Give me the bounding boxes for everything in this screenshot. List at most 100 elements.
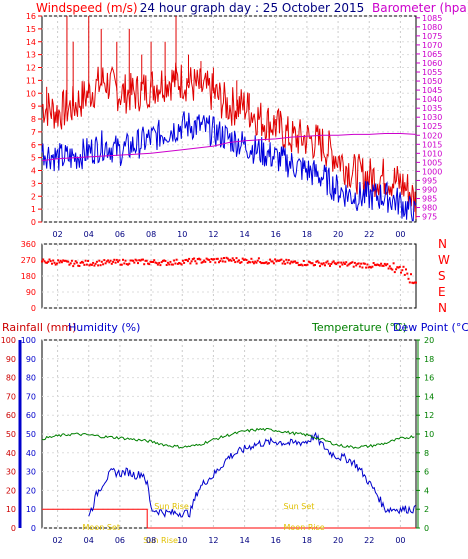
direction-point [205,257,208,260]
x-tick-label-bottom: 10 [177,536,187,545]
direction-point [203,259,206,262]
direction-point [260,262,263,265]
direction-point [93,264,96,267]
rain-tick-label: 20 [6,486,16,495]
direction-point [339,265,341,268]
direction-point [171,263,174,266]
direction-point [103,259,106,262]
direction-point [388,265,391,268]
wind-tick-label: 0 [31,218,36,227]
direction-point [336,261,339,264]
x-tick-label-top: 16 [271,230,281,239]
direction-point [139,259,142,262]
direction-point [114,261,117,264]
direction-point [348,262,351,265]
direction-point [191,258,194,261]
direction-point [104,262,107,265]
direction-point [301,264,304,267]
direction-point [407,277,410,280]
direction-point [46,261,48,264]
baro-tick-label: 1015 [422,140,442,149]
wind-tick-label: 16 [26,12,36,21]
humidity-tick-label: 10 [26,505,36,514]
direction-point [382,264,385,267]
direction-point [137,262,139,265]
direction-point [376,263,379,266]
direction-point [246,261,249,264]
direction-point [218,261,220,264]
direction-point [393,271,396,274]
direction-point [119,263,122,266]
wind-tick-label: 9 [31,102,36,111]
direction-point [130,259,133,262]
temperature-line [41,427,415,449]
direction-point [69,262,72,265]
direction-point [145,259,148,262]
direction-point [129,259,132,262]
wind-tick-label: 6 [31,141,36,150]
wind-tick-label: 5 [31,154,36,163]
direction-point [209,260,212,263]
rain-tick-label: 40 [6,449,16,458]
direction-point [140,258,143,261]
wind-baro-chart: 0123456789101112131415169759809859909951… [26,12,443,227]
x-tick-label-top: 10 [177,230,187,239]
direction-point [57,259,60,262]
wind-tick-label: 13 [26,51,36,60]
direction-point [154,261,157,264]
baro-tick-label: 1065 [422,50,442,59]
direction-point [100,260,103,263]
direction-point [383,262,386,265]
direction-point [372,262,375,264]
direction-point [107,259,110,262]
direction-point [240,261,243,264]
x-axis-labels: 02 02 04 04 06 06 08 08 10 10 12 12 14 14 16 16 18 18 20 20… [52,230,405,545]
direction-point [184,259,187,261]
direction-point [321,263,324,266]
direction-point [292,260,295,263]
direction-point [225,256,228,259]
temp-tick-label: 8 [424,449,429,458]
rain-tick-label: 70 [6,392,16,401]
direction-point [196,258,199,260]
x-tick-label-top: 00 [395,230,405,239]
direction-point [161,259,164,262]
direction-point [90,263,93,266]
direction-point [134,258,137,261]
direction-point [358,265,361,268]
baro-tick-label: 1070 [422,41,442,50]
direction-point [148,263,151,266]
x-tick-label-bottom: 22 [364,536,374,545]
direction-point [300,263,303,266]
direction-point [189,262,192,265]
direction-point [294,260,297,263]
direction-point [264,261,267,264]
direction-point [178,262,181,264]
dir-tick-label: 90 [26,288,36,297]
direction-point [361,266,364,269]
dewpoint-axis-label: Dew Point (°C) [393,321,468,334]
direction-point [413,281,416,284]
direction-point [377,264,380,266]
direction-point [370,266,373,269]
direction-point [228,259,230,262]
direction-point [230,259,233,262]
humidity-tick-label: 30 [26,468,36,477]
direction-point [64,259,67,262]
direction-point [346,264,349,267]
direction-point [320,262,323,265]
direction-point [170,263,173,266]
direction-point [380,262,383,265]
direction-point [310,262,313,265]
wind-tick-label: 14 [26,38,36,47]
temp-tick-label: 0 [424,524,429,533]
direction-point [252,262,255,265]
wind-tick-label: 7 [31,128,36,137]
direction-point [402,265,405,268]
direction-point [179,262,182,265]
direction-point [190,260,193,263]
baro-tick-label: 990 [422,185,437,194]
direction-point [391,268,394,271]
x-tick-label-bottom: 02 [52,536,62,545]
